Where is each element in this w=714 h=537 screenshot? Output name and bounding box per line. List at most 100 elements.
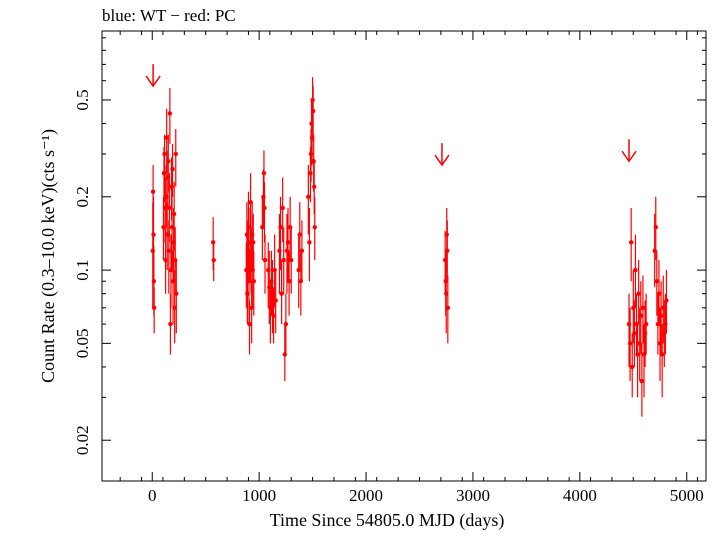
data-point — [445, 275, 451, 344]
data-marker — [643, 321, 649, 327]
data-marker — [312, 225, 317, 230]
x-tick-label: 0 — [148, 486, 157, 505]
data-marker — [173, 151, 178, 157]
data-marker — [166, 248, 172, 254]
data-point — [640, 275, 646, 344]
upper-limit-arrow — [145, 64, 161, 88]
data-marker — [279, 291, 284, 296]
data-marker — [285, 240, 291, 245]
data-point — [283, 293, 289, 355]
data-marker — [286, 279, 292, 284]
x-tick-label: 5000 — [670, 486, 704, 505]
data-point — [167, 173, 172, 243]
data-marker — [630, 364, 635, 370]
data-marker — [653, 225, 658, 230]
y-tick-label: 0.05 — [73, 328, 92, 358]
data-point — [247, 300, 252, 355]
data-point — [262, 182, 267, 243]
data-marker — [312, 184, 317, 189]
data-marker — [639, 378, 645, 384]
data-marker — [306, 194, 311, 200]
data-point — [166, 134, 171, 192]
data-marker — [167, 111, 173, 116]
data-marker — [297, 232, 302, 237]
data-point — [297, 202, 302, 271]
data-marker — [640, 305, 646, 310]
data-point — [278, 196, 283, 271]
data-point — [307, 207, 312, 282]
data-point — [171, 182, 177, 251]
data-marker — [307, 240, 312, 245]
data-point — [211, 242, 216, 282]
data-marker — [654, 279, 660, 284]
x-tick-label: 4000 — [563, 486, 597, 505]
data-marker — [262, 257, 268, 263]
legend-text: blue: WT − red: PC — [102, 6, 236, 25]
y-tick-label: 0.1 — [73, 259, 92, 280]
data-marker — [167, 205, 172, 211]
upper-limit-arrow — [434, 143, 450, 167]
data-marker — [310, 108, 316, 114]
data-point — [306, 165, 311, 235]
data-marker — [166, 159, 171, 164]
data-point — [170, 143, 175, 197]
data-marker — [659, 352, 665, 357]
data-marker — [289, 257, 294, 263]
data-point — [162, 134, 167, 178]
data-marker — [271, 313, 276, 318]
data-marker — [174, 291, 179, 296]
data-point — [658, 281, 664, 355]
data-point — [635, 324, 640, 398]
data-point — [262, 234, 268, 294]
y-tick-label: 0.5 — [73, 89, 92, 110]
data-point — [173, 128, 178, 187]
data-marker — [627, 341, 633, 346]
data-point — [285, 207, 291, 282]
data-point — [174, 260, 179, 334]
data-marker — [299, 248, 305, 254]
data-point — [299, 220, 305, 282]
data-marker — [445, 305, 451, 310]
data-marker — [211, 257, 216, 263]
data-marker — [638, 313, 643, 318]
x-axis-label: Time Since 54805.0 MJD (days) — [270, 510, 505, 531]
data-point — [280, 177, 285, 243]
y-axis-ticks: 0.02 0.05 0.1 0.2 0.5 — [73, 37, 706, 455]
data-marker — [247, 321, 252, 327]
data-marker — [658, 313, 664, 318]
data-marker — [628, 240, 634, 245]
data-point — [312, 196, 317, 261]
data-marker — [151, 232, 156, 237]
upper-limits — [145, 64, 637, 167]
data-point — [445, 220, 450, 282]
data-marker — [262, 205, 267, 211]
data-marker — [281, 257, 286, 263]
data-point — [251, 250, 257, 316]
data-point — [628, 207, 634, 282]
data-marker — [283, 321, 289, 327]
data-point — [289, 227, 294, 294]
data-point — [664, 270, 669, 334]
data-point — [643, 293, 649, 355]
data-point — [271, 287, 276, 344]
data-point — [659, 324, 665, 398]
plot-frame — [101, 30, 707, 482]
data-point — [654, 250, 660, 316]
data-marker — [162, 151, 167, 157]
data-marker — [632, 331, 637, 336]
data-marker — [151, 305, 157, 310]
x-tick-label: 1000 — [242, 486, 276, 505]
data-point — [151, 287, 157, 334]
data-point — [639, 343, 645, 417]
data-point — [627, 307, 633, 382]
data-marker — [636, 291, 641, 296]
data-marker — [445, 248, 450, 254]
series-pc — [150, 77, 669, 417]
data-point — [632, 300, 637, 367]
data-point — [653, 196, 658, 261]
data-marker — [151, 279, 157, 284]
data-point — [310, 86, 316, 141]
data-marker — [251, 279, 257, 284]
